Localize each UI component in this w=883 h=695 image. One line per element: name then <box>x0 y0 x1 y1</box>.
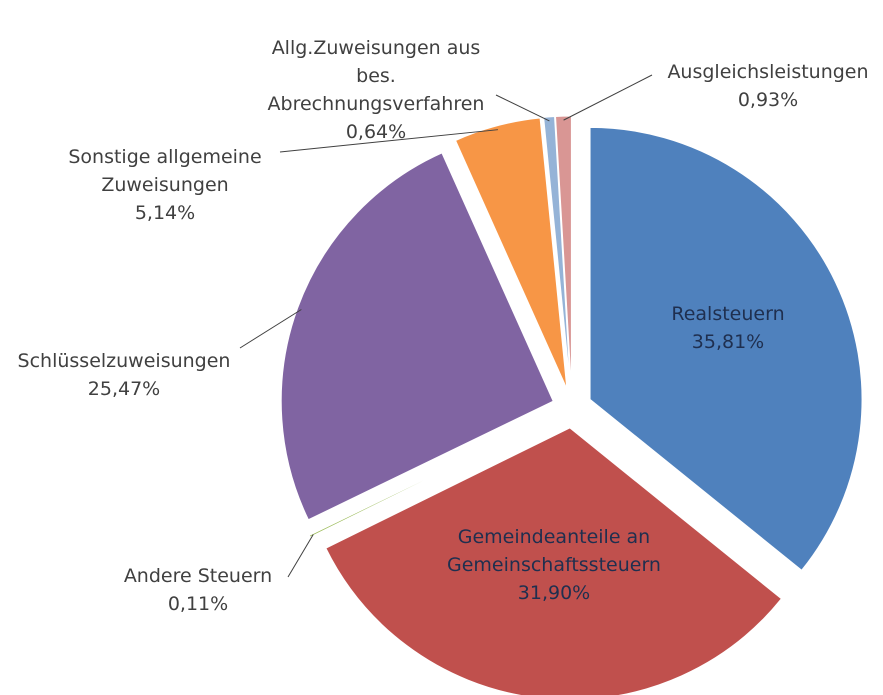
category-label: Realsteuern <box>671 303 785 325</box>
pie-slice <box>589 126 863 571</box>
pie-slice <box>454 117 568 389</box>
slice-label: Andere Steuern 0,11% <box>103 562 293 618</box>
pie-slice <box>543 115 571 389</box>
value-label: 0,93% <box>737 89 799 111</box>
slice-label: Gemeindeanteile an Gemeinschaftssteuern 3… <box>429 523 679 607</box>
category-label: Sonstige allgemeine Zuweisungen <box>68 146 262 196</box>
category-label: Andere Steuern <box>123 565 273 587</box>
leader-line <box>563 74 653 121</box>
pie-slice <box>280 152 554 521</box>
slice-label: Allg.Zuweisungen aus bes. Abrechnungsver… <box>256 34 496 146</box>
leader-line <box>495 94 550 122</box>
slice-label: Sonstige allgemeine Zuweisungen 5,14% <box>45 143 285 227</box>
category-label: Ausgleichsleistungen <box>667 61 869 83</box>
value-label: 31,90% <box>517 582 591 604</box>
leader-line <box>279 129 498 153</box>
leader-line <box>239 309 302 349</box>
pie-slice <box>308 416 555 538</box>
value-label: 35,81% <box>691 331 765 353</box>
leader-line <box>287 534 314 578</box>
value-label: 0,11% <box>167 593 229 615</box>
category-label: Allg.Zuweisungen aus bes. Abrechnungsver… <box>267 37 485 115</box>
value-label: 25,47% <box>87 378 161 400</box>
slice-label: Ausgleichsleistungen 0,93% <box>643 58 883 114</box>
slice-label: Schlüsselzuweisungen 25,47% <box>7 347 242 403</box>
category-label: Schlüsselzuweisungen <box>17 350 231 372</box>
value-label: 5,14% <box>134 202 196 224</box>
value-label: 0,64% <box>345 121 407 143</box>
pie-slice <box>325 427 783 695</box>
category-label: Gemeindeanteile an Gemeinschaftssteuern <box>447 526 661 576</box>
slice-label: Realsteuern 35,81% <box>628 300 828 356</box>
